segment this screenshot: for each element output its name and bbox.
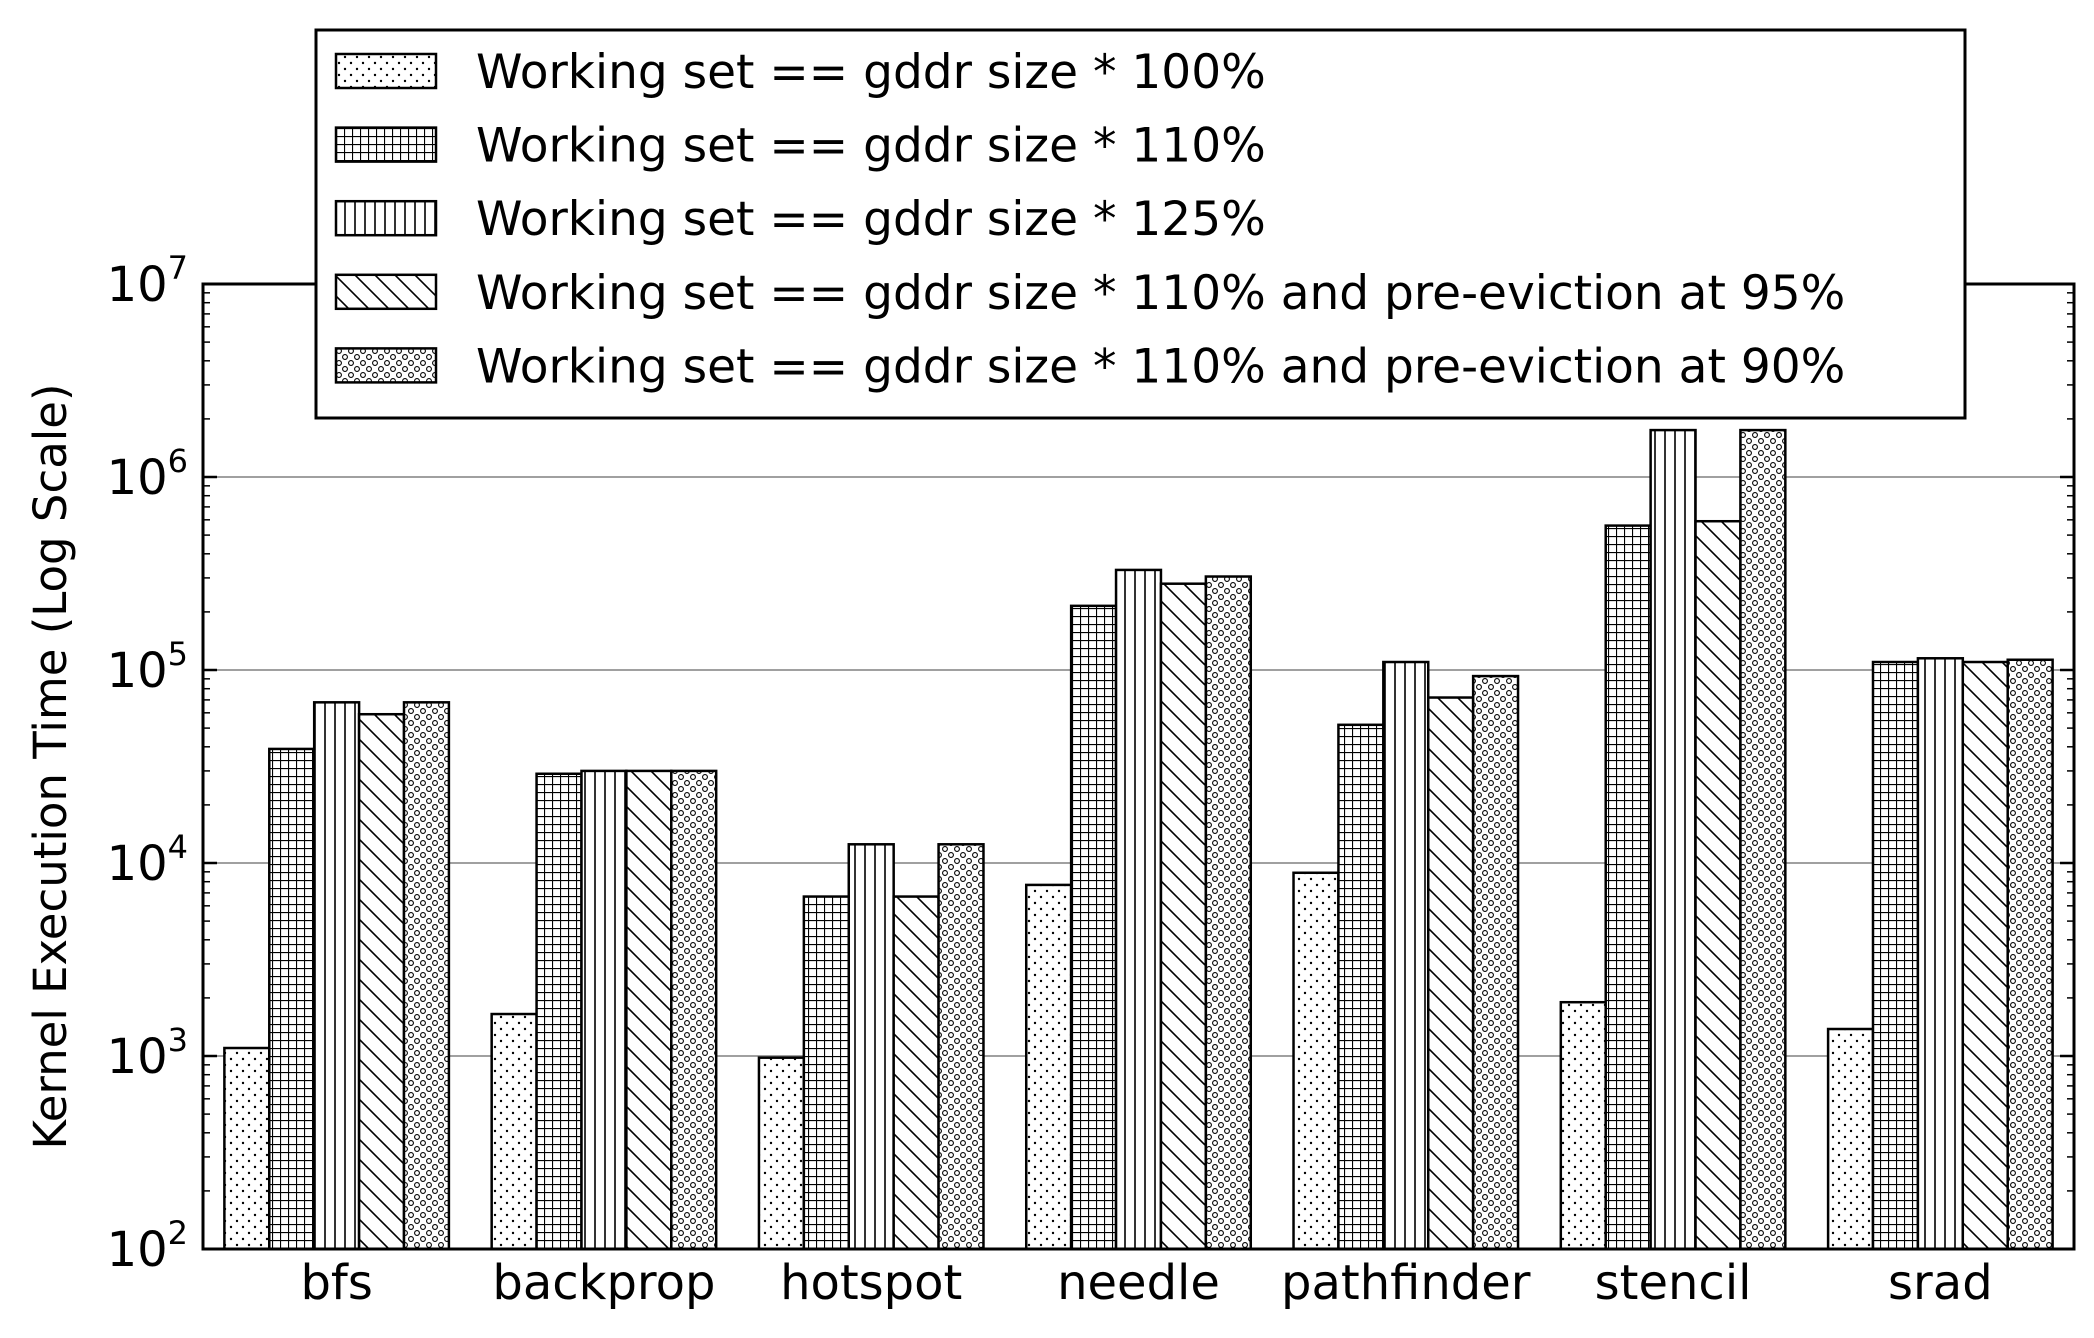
bar-backprop-series-1: [490, 1012, 538, 1251]
y-tick-base: 10: [107, 1029, 168, 1085]
y-tick-label: 102: [107, 1214, 188, 1278]
x-category-label: bfs: [300, 1255, 372, 1311]
bar-needle-series-1: [1024, 883, 1073, 1251]
x-category-label: pathfinder: [1281, 1255, 1531, 1311]
bar-needle-series-3: [1114, 568, 1163, 1251]
y-tick-exponent: 6: [168, 442, 188, 480]
y-tick-base: 10: [107, 450, 168, 506]
bar-pathfinder-series-2: [1337, 723, 1385, 1251]
bar-pathfinder-series-4: [1426, 696, 1475, 1251]
legend-swatch: [334, 199, 438, 237]
bar-backprop-series-5: [670, 769, 718, 1251]
x-category-label: backprop: [492, 1255, 715, 1311]
bar-srad-series-1: [1826, 1027, 1875, 1251]
bar-pathfinder-series-1: [1292, 871, 1340, 1251]
bar-backprop-series-4: [625, 769, 673, 1251]
legend-entry-label: Working set == gddr size * 110% and pre-…: [476, 339, 1845, 394]
bar-stencil-series-5: [1739, 428, 1787, 1251]
bar-pathfinder-series-3: [1382, 660, 1430, 1251]
bar-hotspot-series-3: [847, 843, 895, 1251]
legend-entry-label: Working set == gddr size * 110% and pre-…: [476, 266, 1845, 321]
legend-entry-label: Working set == gddr size * 100%: [476, 45, 1266, 100]
bar-pathfinder-series-5: [1471, 674, 1520, 1251]
bar-bfs-series-1: [223, 1046, 271, 1251]
bar-backprop-series-2: [535, 772, 583, 1251]
bars: [223, 428, 2054, 1251]
legend-swatch: [334, 347, 438, 384]
x-category-label: hotspot: [780, 1255, 962, 1311]
bar-srad-series-5: [2006, 658, 2054, 1251]
x-axis-category-labels: bfs backprop hotspot needle pathfinder stenci…: [300, 1255, 1992, 1311]
bar-bfs-series-4: [357, 712, 406, 1251]
bar-hotspot-series-1: [757, 1056, 806, 1251]
bar-stencil-series-1: [1559, 1000, 1607, 1251]
y-axis-label: Kernel Execution Time (Log Scale): [24, 383, 77, 1149]
bar-bfs-series-2: [268, 747, 316, 1251]
y-tick-exponent: 5: [168, 635, 188, 673]
bar-stencil-series-3: [1649, 428, 1697, 1251]
y-tick-base: 10: [107, 257, 168, 313]
bar-stencil-series-4: [1694, 519, 1742, 1251]
bar-stencil-series-2: [1604, 524, 1652, 1251]
legend-box: [314, 28, 1967, 420]
y-tick-exponent: 4: [168, 828, 188, 866]
bar-srad-series-2: [1871, 660, 1920, 1251]
bar-hotspot-series-4: [892, 895, 940, 1251]
y-tick-label: 104: [107, 828, 188, 892]
bar-backprop-series-3: [580, 769, 628, 1251]
legend-swatch: [334, 273, 438, 311]
bar-bfs-series-3: [312, 701, 361, 1251]
y-tick-base: 10: [107, 836, 168, 892]
bar-bfs-series-5: [402, 701, 451, 1251]
y-tick-label: 107: [107, 249, 188, 313]
y-tick-exponent: 3: [168, 1021, 188, 1059]
y-tick-label: 106: [107, 442, 188, 506]
y-tick-exponent: 7: [168, 249, 188, 287]
y-tick-label: 105: [107, 635, 188, 699]
bar-needle-series-5: [1204, 575, 1253, 1251]
legend: Working set == gddr size * 100% Working s…: [314, 28, 1967, 420]
bar-needle-series-4: [1159, 582, 1208, 1251]
bar-needle-series-2: [1069, 604, 1118, 1251]
y-axis-ticks: [203, 282, 2074, 1251]
bar-srad-series-4: [1961, 660, 2009, 1251]
legend-swatch: [334, 52, 438, 90]
x-category-label: srad: [1888, 1255, 1993, 1311]
x-category-label: needle: [1057, 1255, 1220, 1311]
bar-hotspot-series-2: [802, 895, 851, 1251]
legend-swatch: [334, 126, 438, 163]
y-tick-exponent: 2: [168, 1214, 188, 1252]
y-tick-base: 10: [107, 1222, 168, 1278]
legend-entry-label: Working set == gddr size * 110%: [476, 119, 1266, 174]
bar-hotspot-series-5: [937, 843, 985, 1251]
x-category-label: stencil: [1595, 1255, 1752, 1311]
bar-srad-series-3: [1916, 657, 1965, 1251]
y-tick-base: 10: [107, 643, 168, 699]
legend-entry-label: Working set == gddr size * 125%: [476, 192, 1266, 247]
y-tick-label: 103: [107, 1021, 188, 1085]
